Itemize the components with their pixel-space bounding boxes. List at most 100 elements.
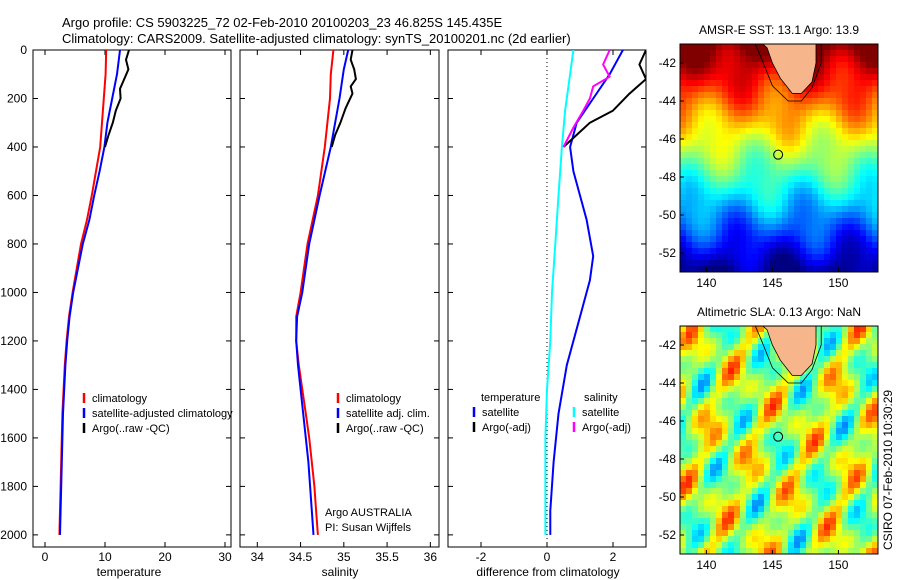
map-pixel (794, 152, 801, 159)
map-pixel (770, 374, 777, 381)
map-pixel (698, 374, 705, 381)
map-pixel (686, 152, 693, 159)
map-pixel (788, 224, 795, 231)
map-pixel (758, 476, 765, 483)
map-pixel (722, 110, 729, 117)
map-pixel (740, 338, 747, 345)
map-pixel (812, 548, 819, 554)
map-pixel (692, 416, 699, 423)
map-pixel (872, 530, 878, 537)
difference-series-line (549, 50, 624, 535)
map-pixel (752, 200, 759, 207)
map-pixel (842, 146, 849, 153)
map-pixel (746, 212, 753, 219)
map-pixel (722, 44, 729, 51)
map-pixel (818, 446, 825, 453)
map-pixel (824, 464, 831, 471)
map-pixel (752, 110, 759, 117)
map-pixel (710, 416, 717, 423)
map-pixel (854, 218, 861, 225)
map-pixel (842, 470, 849, 477)
map-pixel (812, 416, 819, 423)
map-pixel (854, 404, 861, 411)
map-pixel (728, 422, 735, 429)
map-pixel (860, 44, 867, 51)
map-pixel (830, 434, 837, 441)
map-pixel (704, 206, 711, 213)
map-pixel (734, 152, 741, 159)
map-pixel (770, 440, 777, 447)
map-pixel (716, 440, 723, 447)
map-pixel (752, 50, 759, 57)
map-pixel (680, 482, 687, 489)
map-pixel (740, 200, 747, 207)
map-pixel (764, 416, 771, 423)
map-pixel (806, 194, 813, 201)
map-pixel (788, 140, 795, 147)
map-pixel (704, 380, 711, 387)
map-pixel (776, 212, 783, 219)
map-pixel (752, 416, 759, 423)
map-pixel (740, 464, 747, 471)
map-pixel (716, 428, 723, 435)
map-pixel (686, 260, 693, 267)
map-pixel (710, 194, 717, 201)
map-pixel (728, 122, 735, 129)
map-pixel (758, 254, 765, 261)
map-pixel (818, 392, 825, 399)
map-pixel (836, 518, 843, 525)
map-pixel (860, 404, 867, 411)
map-pixel (746, 68, 753, 75)
map-pixel (764, 56, 771, 63)
map-pixel (842, 386, 849, 393)
map-pixel (842, 434, 849, 441)
map-pixel (704, 182, 711, 189)
map-pixel (866, 80, 873, 87)
map-pixel (866, 44, 873, 51)
map-pixel (770, 92, 777, 99)
map-pixel (872, 506, 878, 513)
map-pixel (806, 266, 813, 272)
map-pixel (734, 476, 741, 483)
map-pixel (770, 188, 777, 195)
map-pixel (824, 98, 831, 105)
map-pixel (716, 404, 723, 411)
map-pixel (764, 152, 771, 159)
map-pixel (848, 494, 855, 501)
map-pixel (848, 344, 855, 351)
map-pixel (866, 122, 873, 129)
map-pixel (788, 482, 795, 489)
map-pixel (722, 356, 729, 363)
map-pixel (836, 86, 843, 93)
map-pixel (848, 452, 855, 459)
map-pixel (842, 116, 849, 123)
map-pixel (698, 446, 705, 453)
map-pixel (824, 374, 831, 381)
map-pixel (860, 230, 867, 237)
map-pixel (716, 236, 723, 243)
map-pixel (788, 110, 795, 117)
map-pixel (770, 494, 777, 501)
map-pixel (788, 212, 795, 219)
map-pixel (812, 458, 819, 465)
map-pixel (698, 146, 705, 153)
map-pixel (764, 212, 771, 219)
header-line-2: Climatology: CARS2009. Satellite-adjuste… (62, 31, 571, 46)
map-pixel (680, 374, 687, 381)
map-pixel (716, 158, 723, 165)
map-pixel (854, 152, 861, 159)
map-pixel (782, 86, 789, 93)
map-pixel (848, 440, 855, 447)
map-pixel (728, 194, 735, 201)
map-pixel (680, 440, 687, 447)
map-pixel (800, 542, 807, 549)
map-pixel (872, 494, 878, 501)
map-pixel (818, 524, 825, 531)
map-pixel (800, 404, 807, 411)
map-pixel (692, 404, 699, 411)
map-pixel (806, 446, 813, 453)
map-pixel (704, 230, 711, 237)
map-pixel (782, 140, 789, 147)
map-pixel (746, 350, 753, 357)
map-pixel (848, 428, 855, 435)
